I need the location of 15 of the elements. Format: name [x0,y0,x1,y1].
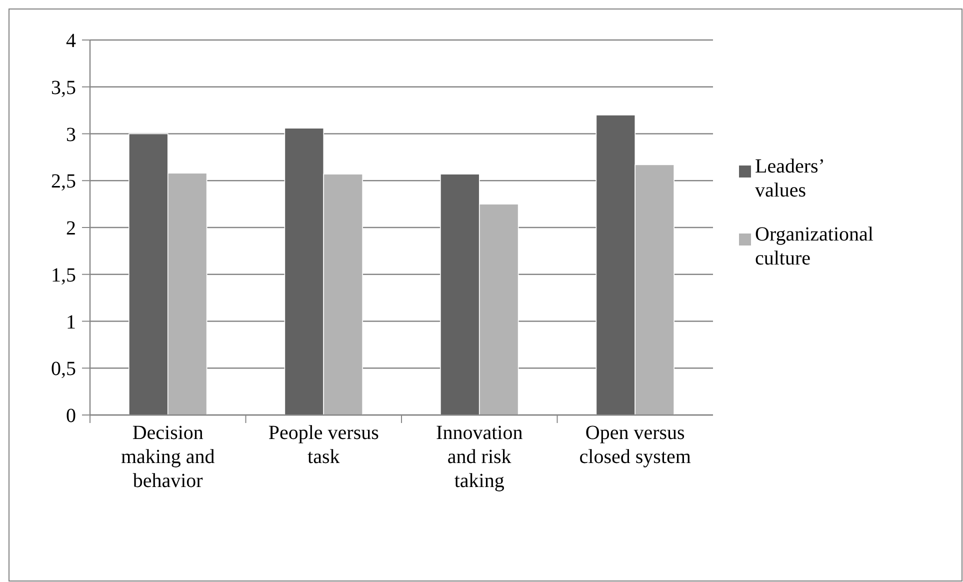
y-tick-label: 3 [66,124,76,146]
x-tick-label: People versus task [268,422,380,468]
legend-label: Leaders’ values [755,156,825,202]
y-tick-label: 2,5 [51,170,76,193]
y-tick-label: 2 [66,218,76,240]
legend-label: Organizational culture [755,224,874,270]
y-tick-label: 1 [66,311,76,334]
x-tick-label: Innovation and risk taking [436,422,523,492]
x-tick-label: Decision making and behavior [120,422,215,492]
y-tick-label: 0 [66,405,76,427]
y-tick-label: 4 [66,30,76,52]
y-tick-label: 3,5 [51,76,76,99]
y-tick-label: 0,5 [51,358,76,380]
y-tick-label: 1,5 [51,264,76,286]
x-tick-label: Open versus closed system [579,422,692,468]
